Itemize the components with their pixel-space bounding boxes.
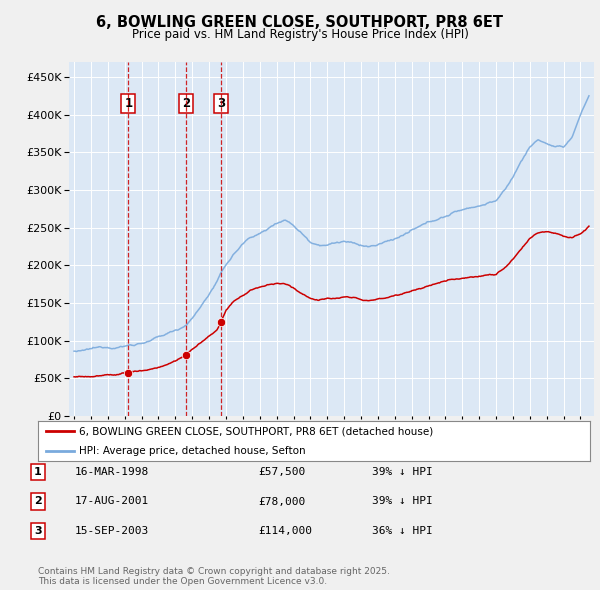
- Text: 3: 3: [217, 97, 225, 110]
- Text: 6, BOWLING GREEN CLOSE, SOUTHPORT, PR8 6ET: 6, BOWLING GREEN CLOSE, SOUTHPORT, PR8 6…: [97, 15, 503, 30]
- Text: 39% ↓ HPI: 39% ↓ HPI: [372, 497, 433, 506]
- Text: 39% ↓ HPI: 39% ↓ HPI: [372, 467, 433, 477]
- Text: Price paid vs. HM Land Registry's House Price Index (HPI): Price paid vs. HM Land Registry's House …: [131, 28, 469, 41]
- Text: 6, BOWLING GREEN CLOSE, SOUTHPORT, PR8 6ET (detached house): 6, BOWLING GREEN CLOSE, SOUTHPORT, PR8 6…: [79, 427, 433, 436]
- Text: 2: 2: [182, 97, 190, 110]
- Text: 16-MAR-1998: 16-MAR-1998: [75, 467, 149, 477]
- Text: HPI: Average price, detached house, Sefton: HPI: Average price, detached house, Seft…: [79, 447, 306, 456]
- Text: 36% ↓ HPI: 36% ↓ HPI: [372, 526, 433, 536]
- Text: 1: 1: [124, 97, 133, 110]
- Text: 2: 2: [34, 497, 41, 506]
- Text: £57,500: £57,500: [258, 467, 305, 477]
- Text: Contains HM Land Registry data © Crown copyright and database right 2025.
This d: Contains HM Land Registry data © Crown c…: [38, 567, 389, 586]
- Text: 17-AUG-2001: 17-AUG-2001: [75, 497, 149, 506]
- Text: 1: 1: [34, 467, 41, 477]
- Text: 3: 3: [34, 526, 41, 536]
- Text: £114,000: £114,000: [258, 526, 312, 536]
- Text: £78,000: £78,000: [258, 497, 305, 506]
- Text: 15-SEP-2003: 15-SEP-2003: [75, 526, 149, 536]
